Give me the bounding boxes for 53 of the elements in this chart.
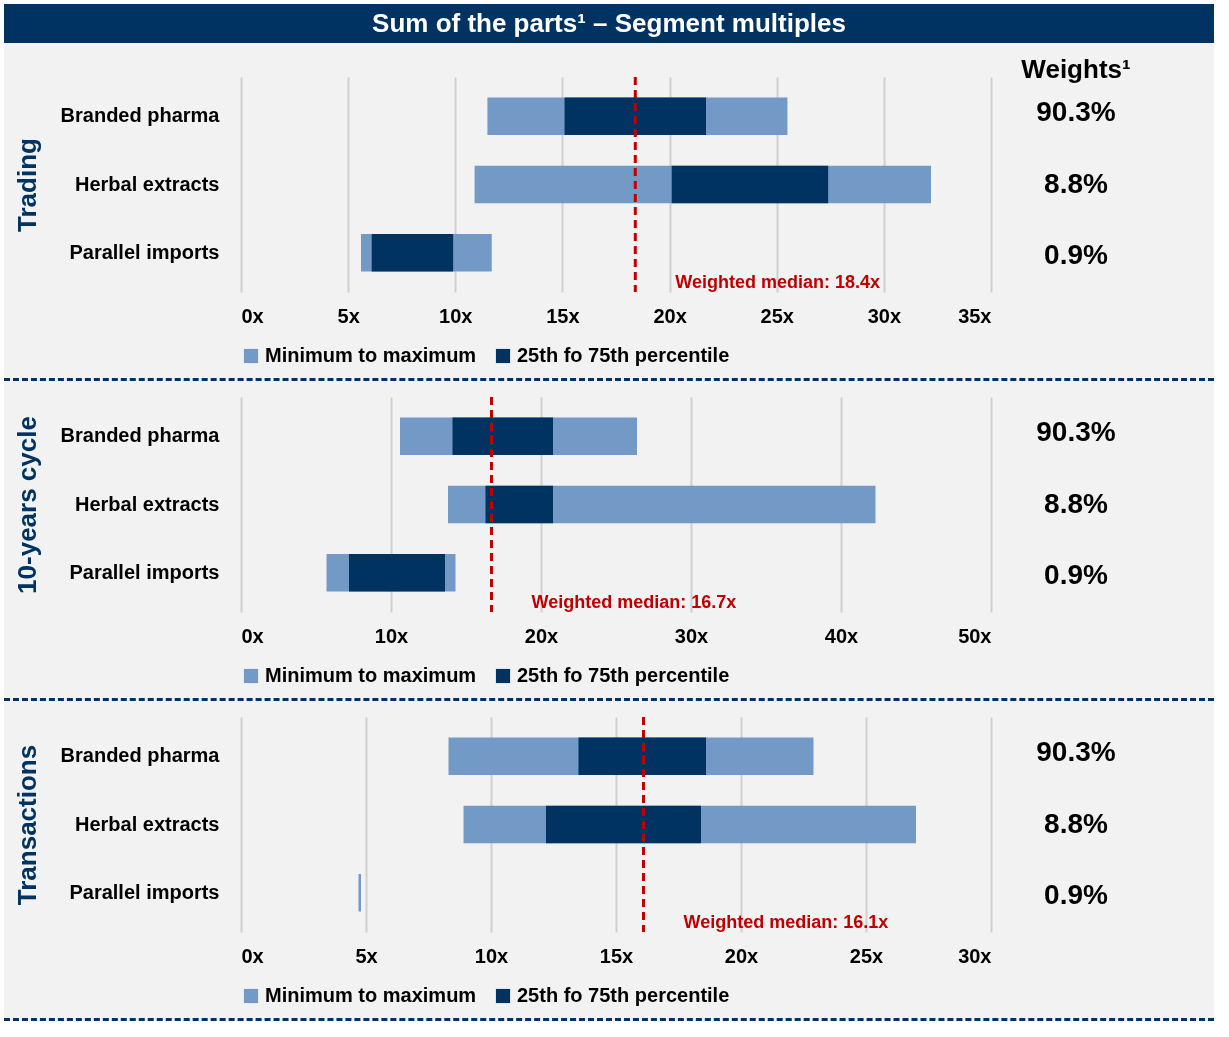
y-tick-label: Branded pharma (60, 744, 221, 767)
y-axis-title: 10-years cycle (11, 416, 42, 594)
chart-title: Sum of the parts¹ – Segment multiples (4, 4, 1214, 43)
text: 8.8% (1044, 167, 1109, 199)
text: 8.8% (1044, 807, 1109, 839)
legend-label: 25th fo 75th percentile (517, 344, 730, 366)
x-tick-label: 30x (674, 624, 709, 647)
text: Weights¹ (1021, 54, 1131, 84)
x-tick-label: 10x (474, 944, 509, 967)
legend-label: 25th fo 75th percentile (517, 664, 730, 686)
x-tick-label: 5x (337, 304, 360, 327)
x-tick-label: 5x (355, 944, 378, 967)
y-tick-label: Herbal extracts (74, 812, 220, 835)
x-tick-label: 25x (849, 944, 884, 967)
ref-line-label: Weighted median: 16.7x (531, 592, 737, 612)
x-tick-label: 20x (653, 304, 687, 327)
legend-label: Minimum to maximum (265, 984, 477, 1006)
y-tick-label: Herbal extracts (74, 492, 220, 515)
legend-label: Minimum to maximum (265, 344, 477, 366)
x-tick-label: 0x (241, 304, 264, 327)
x-tick-label: 25x (760, 304, 794, 327)
y-tick-label: Parallel imports (69, 240, 220, 263)
y-tick-label: Branded pharma (60, 104, 221, 127)
x-tick-label: 15x (546, 304, 580, 327)
x-tick-label: 15x (599, 944, 634, 967)
x-tick-label: 30x (958, 944, 992, 967)
y-tick-label: Parallel imports (69, 880, 220, 903)
x-tick-label: 0x (241, 944, 264, 967)
x-tick-label: 30x (867, 304, 902, 327)
legend-label: 25th fo 75th percentile (517, 984, 730, 1006)
x-tick-label: 50x (958, 624, 992, 647)
y-axis-title: Trading (11, 138, 42, 232)
x-tick-label: 20x (524, 624, 559, 647)
x-tick-label: 10x (439, 304, 473, 327)
x-tick-label: 35x (958, 304, 992, 327)
x-tick-label: 10x (374, 624, 409, 647)
text: 0.9% (1044, 559, 1109, 591)
y-tick-label: Branded pharma (60, 424, 221, 447)
y-axis-title: Transactions (11, 744, 42, 906)
text: 0.9% (1044, 879, 1109, 911)
ref-line-label: Weighted median: 16.1x (683, 912, 889, 932)
y-tick-label: Herbal extracts (74, 172, 220, 195)
y-tick-label: Parallel imports (69, 560, 220, 583)
text: 90.3% (1036, 735, 1116, 767)
text: 0.9% (1044, 239, 1109, 271)
x-tick-label: 40x (824, 624, 859, 647)
x-tick-label: 0x (241, 624, 264, 647)
ref-line-label: Weighted median: 18.4x (675, 272, 881, 292)
text: 8.8% (1044, 487, 1109, 519)
legend-label: Minimum to maximum (265, 664, 477, 686)
x-tick-label: 20x (724, 944, 759, 967)
text: 90.3% (1036, 415, 1116, 447)
text: 90.3% (1036, 95, 1116, 127)
